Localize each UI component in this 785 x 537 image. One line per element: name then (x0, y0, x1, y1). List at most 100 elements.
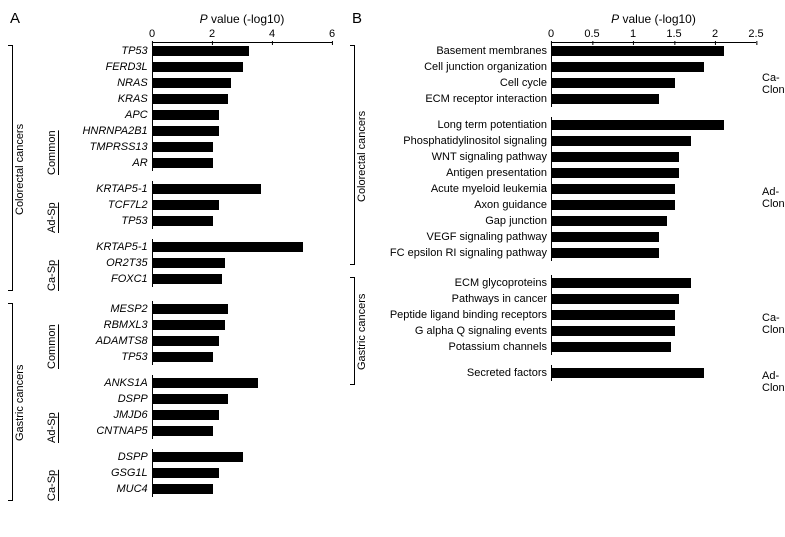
panel-letter: B (352, 10, 362, 27)
bar-track (152, 481, 332, 497)
y-label: VEGF signaling pathway (386, 231, 551, 243)
bar-track (551, 181, 757, 197)
bar-track (152, 391, 332, 407)
x-tick: 0 (149, 28, 155, 40)
right-group-label: Ad-Clonal (762, 186, 785, 210)
chart-row: RBMXL3 (62, 317, 332, 333)
bar (153, 184, 261, 194)
bar-track (152, 123, 332, 139)
right-group-label: Ca-Clonal (762, 72, 785, 96)
chart-row: ECM glycoproteins (386, 275, 775, 291)
y-label: ANKS1A (62, 377, 152, 389)
sub-group-label: Ca-Sp (46, 453, 58, 501)
bar-track (152, 255, 332, 271)
bar-track (152, 59, 332, 75)
chart-row: Potassium channels (386, 339, 775, 355)
y-label: ADAMTS8 (62, 335, 152, 347)
sub-group-label: Ad-Sp (46, 185, 58, 233)
bar (153, 78, 231, 88)
bar-track (551, 117, 757, 133)
x-tick: 2.5 (748, 28, 763, 40)
chart-row: VEGF signaling pathway (386, 229, 775, 245)
chart-row: KRAS (62, 91, 332, 107)
y-label: DSPP (62, 451, 152, 463)
chart-row: Long term potentiation (386, 117, 775, 133)
chart-row: ADAMTS8 (62, 333, 332, 349)
bar (153, 158, 213, 168)
chart-row: OR2T35 (62, 255, 332, 271)
bar (153, 336, 219, 346)
bar (153, 200, 219, 210)
bar-track (551, 165, 757, 181)
x-tick: 2 (209, 28, 215, 40)
y-label: Long term potentiation (386, 119, 551, 131)
rows-wrap: TP53FERD3LNRASKRASAPCHNRNPA2B1TMPRSS13AR… (62, 43, 332, 497)
y-label: Cell junction organization (386, 61, 551, 73)
bar-track (152, 239, 332, 255)
chart-row: TCF7L2 (62, 197, 332, 213)
bar (153, 394, 228, 404)
y-label: Gap junction (386, 215, 551, 227)
y-label: Acute myeloid leukemia (386, 183, 551, 195)
chart-row: MUC4 (62, 481, 332, 497)
y-label: APC (62, 109, 152, 121)
bar (153, 94, 228, 104)
x-axis-ticks: 0246 (152, 28, 332, 43)
y-label: GSG1L (62, 467, 152, 479)
bar (552, 200, 675, 210)
bar-track (152, 349, 332, 365)
bar (153, 242, 303, 252)
bar-track (152, 181, 332, 197)
bar-track (152, 107, 332, 123)
bar (552, 78, 675, 88)
bar (153, 110, 219, 120)
bar (552, 46, 724, 56)
bar (153, 274, 222, 284)
y-label: KRAS (62, 93, 152, 105)
bar (552, 342, 671, 352)
bar-track (152, 43, 332, 59)
bar (552, 136, 691, 146)
bar-track (551, 213, 757, 229)
y-label: MUC4 (62, 483, 152, 495)
chart-row: HNRNPA2B1 (62, 123, 332, 139)
cancer-group-label: Gastric cancers (14, 305, 26, 501)
bar-track (551, 75, 757, 91)
chart-row: Secreted factors (386, 365, 775, 381)
chart-row: Pathways in cancer (386, 291, 775, 307)
y-label: RBMXL3 (62, 319, 152, 331)
bar (153, 304, 228, 314)
chart-row: ANKS1A (62, 375, 332, 391)
y-label: TMPRSS13 (62, 141, 152, 153)
bar-track (152, 197, 332, 213)
bar-track (152, 465, 332, 481)
bar (552, 152, 679, 162)
y-label: G alpha Q signaling events (386, 325, 551, 337)
y-label: Cell cycle (386, 77, 551, 89)
y-label: DSPP (62, 393, 152, 405)
y-label: TCF7L2 (62, 199, 152, 211)
chart-row: Gap junction (386, 213, 775, 229)
bar (153, 320, 225, 330)
chart-row: Antigen presentation (386, 165, 775, 181)
y-label: TP53 (62, 215, 152, 227)
sub-group-label: Common (46, 47, 58, 175)
y-label: Peptide ligand binding receptors (386, 309, 551, 321)
y-label: JMJD6 (62, 409, 152, 421)
y-label: Phosphatidylinositol signaling (386, 135, 551, 147)
y-label: FC epsilon RI signaling pathway (386, 247, 551, 259)
chart-row: Cell junction organization (386, 59, 775, 75)
x-axis-title: P value (-log10) (152, 12, 332, 26)
y-label: WNT signaling pathway (386, 151, 551, 163)
y-label: NRAS (62, 77, 152, 89)
bar (153, 352, 213, 362)
cancer-group-label: Colorectal cancers (14, 47, 26, 291)
panel-letter: A (10, 10, 20, 27)
bar-track (551, 197, 757, 213)
bar (552, 248, 659, 258)
right-group-label: Ad-Clonal (762, 370, 785, 394)
chart-row: DSPP (62, 449, 332, 465)
bar-track (152, 317, 332, 333)
chart-row: JMJD6 (62, 407, 332, 423)
y-label: Antigen presentation (386, 167, 551, 179)
